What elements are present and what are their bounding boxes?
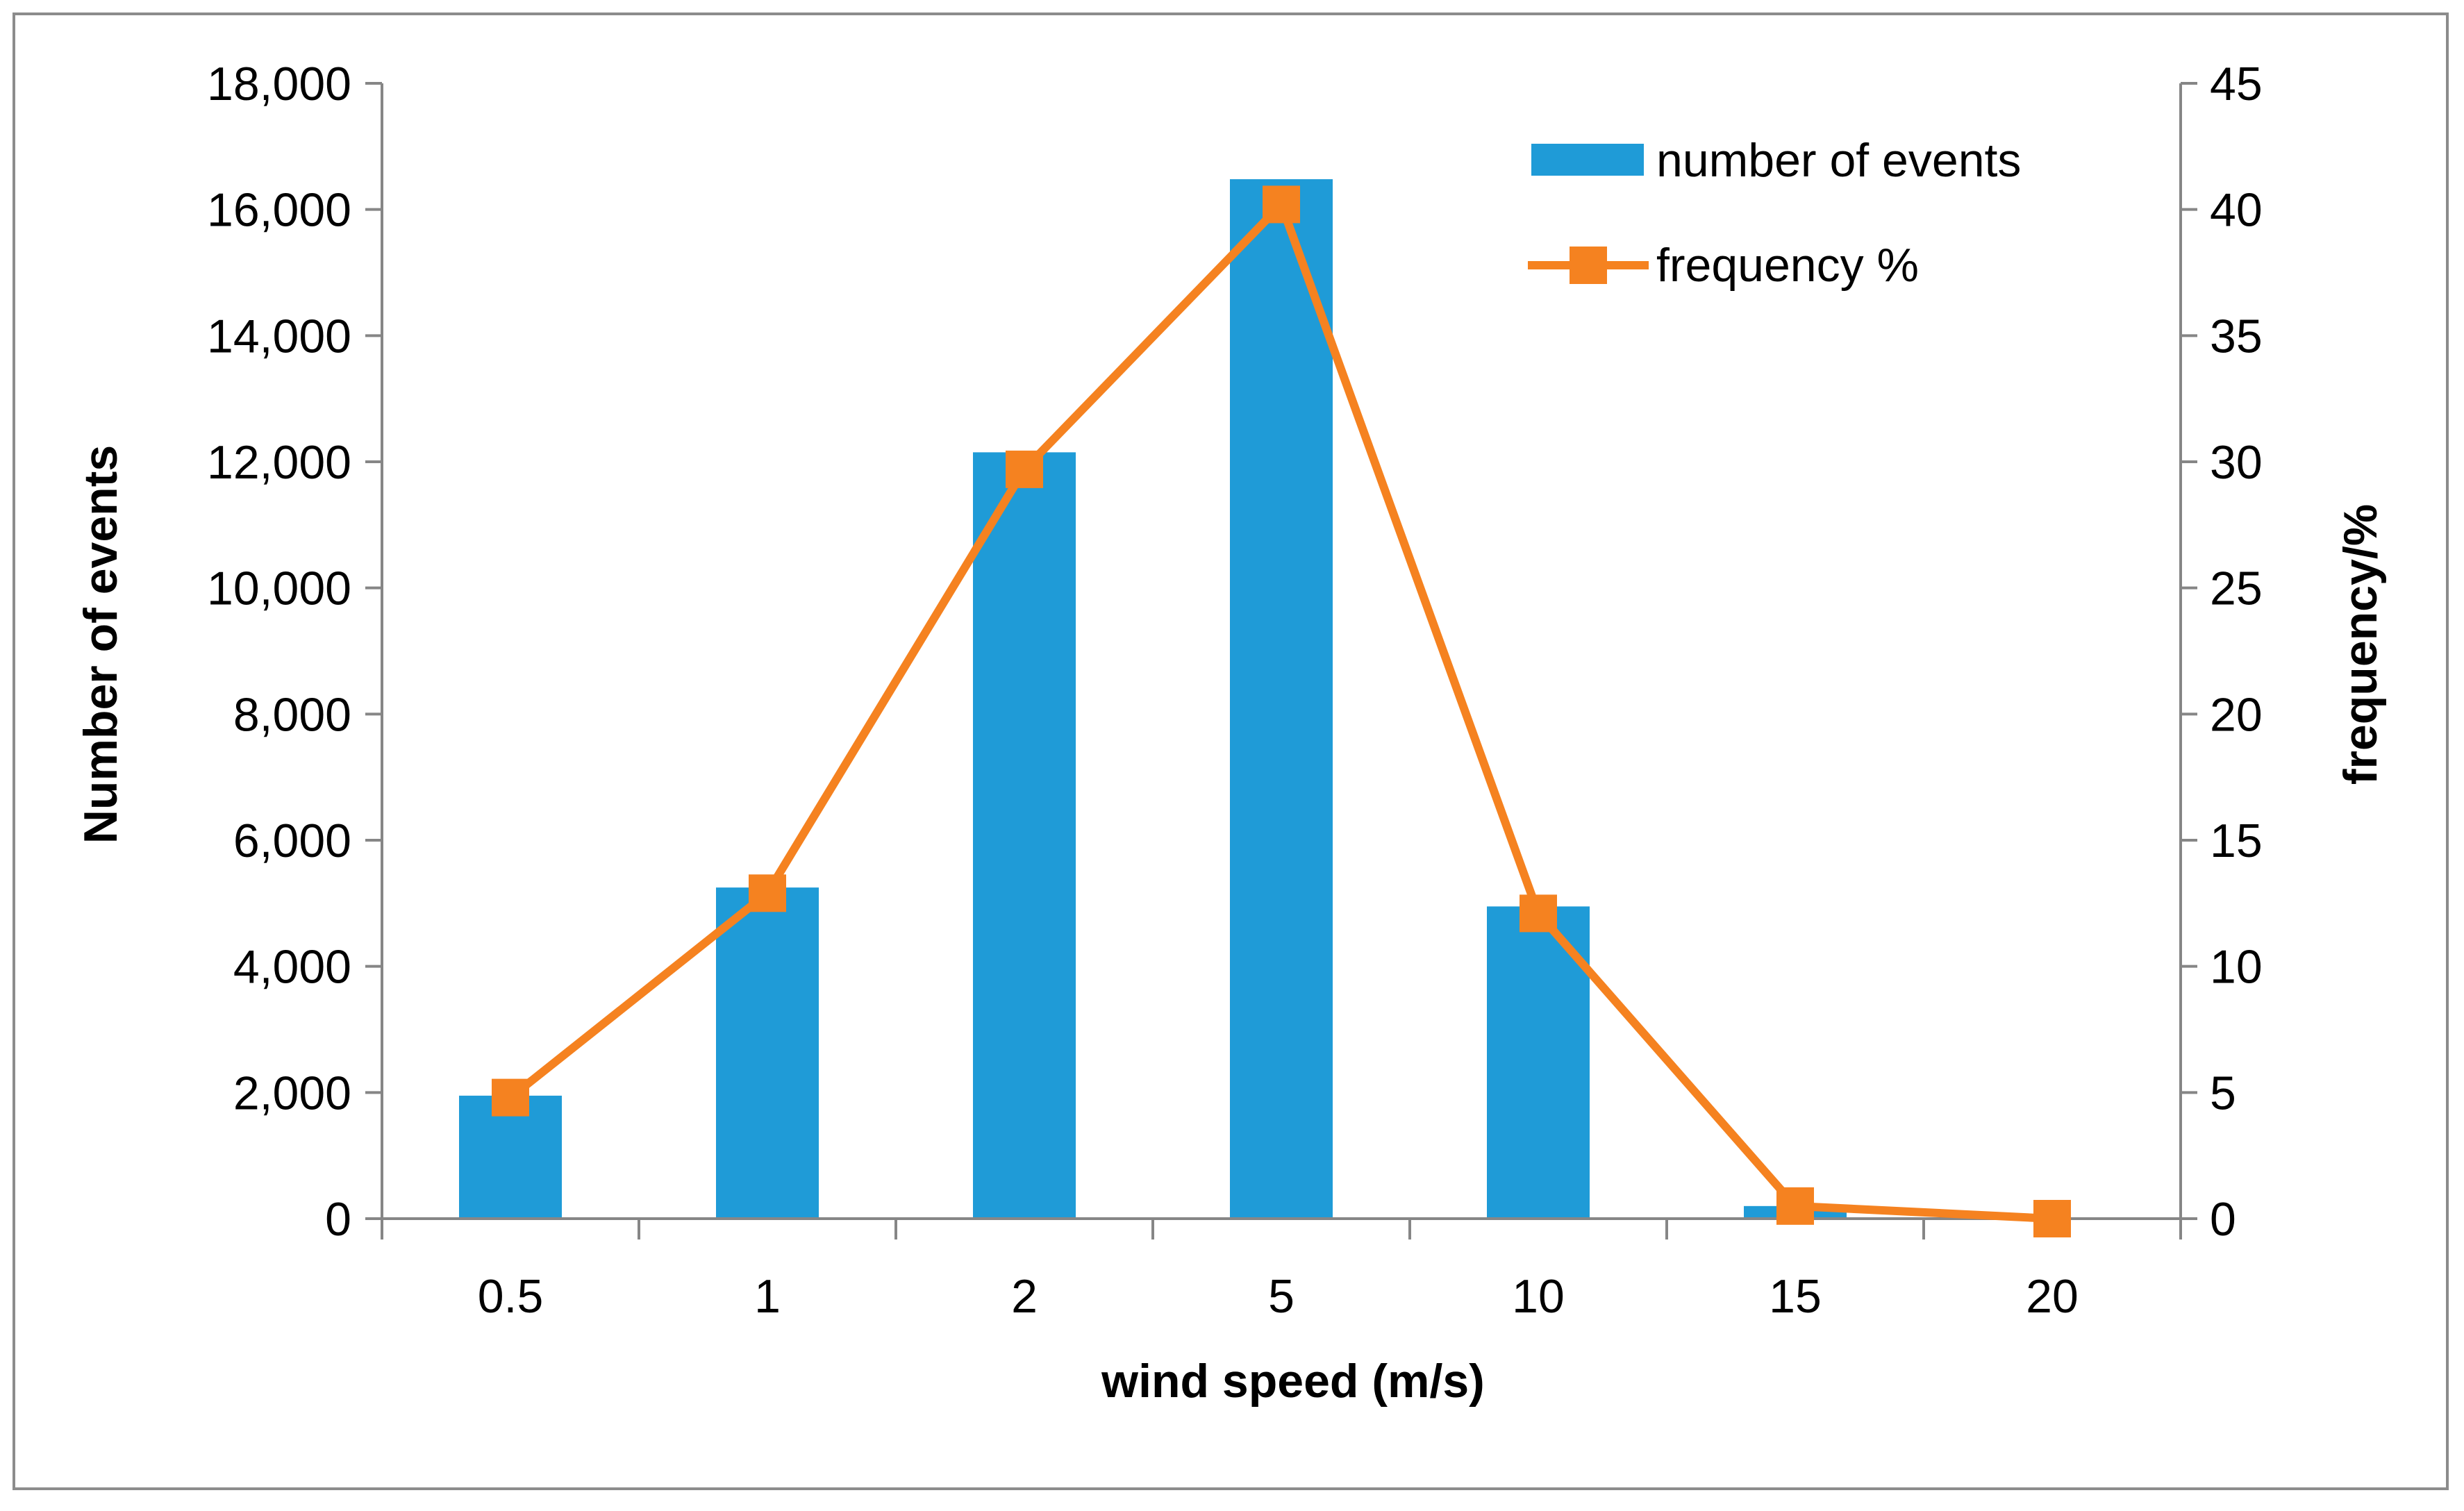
y-right-tick-label: 5 [2210,1067,2236,1119]
y-right-tick-label: 20 [2210,688,2263,741]
y-left-tick-label: 12,000 [207,436,351,489]
x-tick-label: 15 [1769,1270,1822,1323]
y-left-tick-label: 16,000 [207,184,351,237]
y-left-tick-label: 6,000 [233,815,351,867]
bar-2 [973,452,1076,1219]
legend: number of events frequency % [1528,134,2021,292]
bars-layer [459,179,1847,1219]
x-axis-title: wind speed (m/s) [1101,1355,1485,1408]
legend-swatch-bars [1531,144,1644,176]
frequency-marker-2 [1006,450,1043,488]
x-tick-label: 20 [2026,1270,2079,1323]
y-right-tick-label: 40 [2210,184,2263,237]
x-tick-label: 1 [754,1270,781,1323]
frequency-marker-1 [749,874,786,912]
x-tick-label: 5 [1268,1270,1295,1323]
y-right-tick-label: 0 [2210,1193,2236,1246]
y-left-tick-label: 18,000 [207,58,351,110]
line-layer [492,185,2071,1237]
y-left-tick-label: 14,000 [207,310,351,362]
y-right-tick-label: 10 [2210,941,2263,994]
frequency-marker-20 [2033,1200,2071,1237]
legend-label-line: frequency % [1656,239,1919,292]
y-right-tick-label: 25 [2210,562,2263,615]
y-right-tick-label: 15 [2210,815,2263,867]
y-left-tick-label: 4,000 [233,941,351,994]
bar-5 [1230,179,1333,1219]
frequency-marker-15 [1776,1187,1814,1225]
labels-layer: 0 2,000 4,000 6,000 8,000 10,000 12,000 14,000 1… [207,58,2263,1323]
y-axis-right-title: frequency/% [2334,504,2387,785]
bar-1 [716,887,819,1219]
x-tick-label: 0.5 [478,1270,544,1323]
y-axis-left-title: Number of events [74,445,127,844]
x-tick-label: 2 [1011,1270,1038,1323]
frequency-marker-0.5 [492,1078,529,1117]
legend-swatch-marker [1570,247,1607,284]
frequency-marker-5 [1263,185,1300,224]
legend-label-bars: number of events [1656,134,2021,187]
y-left-tick-label: 2,000 [233,1067,351,1119]
y-left-tick-label: 0 [325,1193,351,1246]
y-left-tick-label: 8,000 [233,688,351,741]
y-left-tick-label: 10,000 [207,562,351,615]
x-tick-label: 10 [1512,1270,1565,1323]
y-right-tick-label: 30 [2210,436,2263,489]
frequency-marker-10 [1520,894,1557,933]
y-right-tick-label: 35 [2210,310,2263,362]
y-right-tick-label: 45 [2210,58,2263,110]
axes-layer [365,82,2197,1239]
